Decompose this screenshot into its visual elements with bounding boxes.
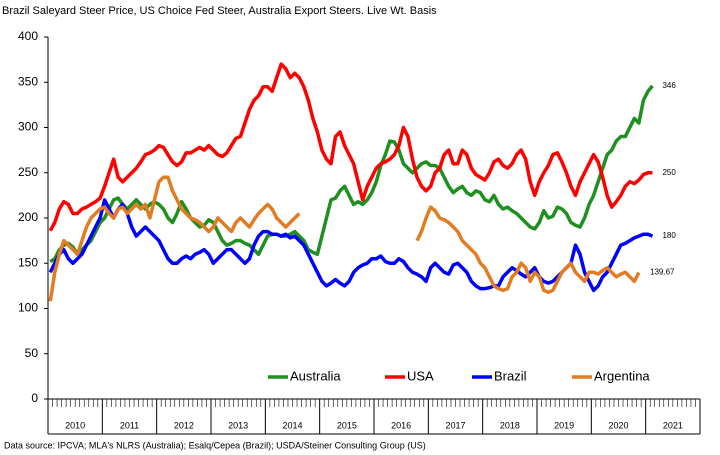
x-tick-label: 2021 — [663, 420, 683, 430]
x-tick-label: 2010 — [65, 420, 85, 430]
y-tick-label: 250 — [18, 165, 38, 179]
x-tick-label: 2020 — [608, 420, 628, 430]
series-line — [48, 198, 654, 293]
y-tick-label: 200 — [18, 210, 38, 224]
x-tick-label: 2011 — [120, 420, 139, 430]
x-tick-label: 2018 — [500, 420, 520, 430]
y-tick-label: 0 — [31, 391, 38, 405]
legend-label: Brazil — [494, 368, 527, 383]
y-tick-label: 300 — [18, 120, 38, 134]
legend-label: Argentina — [594, 368, 650, 383]
y-tick-label: 350 — [18, 74, 38, 88]
end-value-label: 250 — [662, 168, 676, 177]
x-tick-label: 2017 — [445, 420, 465, 430]
chart-title: Brazil Saleyard Steer Price, US Choice F… — [2, 5, 437, 17]
y-tick-label: 100 — [18, 301, 38, 315]
x-tick-label: 2019 — [554, 420, 574, 430]
y-tick-label: 400 — [18, 29, 38, 43]
x-tick-label: 2015 — [337, 420, 357, 430]
x-tick-label: 2013 — [228, 420, 248, 430]
series-line — [48, 175, 641, 302]
end-value-label: 346 — [662, 81, 676, 90]
end-value-label: 139.67 — [650, 268, 675, 277]
x-tick-label: 2016 — [391, 420, 411, 430]
end-value-label: 180 — [662, 231, 676, 240]
legend-label: USA — [407, 368, 434, 383]
y-tick-label: 50 — [25, 346, 39, 360]
series-line — [48, 62, 653, 232]
x-tick-label: 2014 — [282, 420, 302, 430]
source-note: Data source: IPCVA; MLA's NLRS (Australi… — [4, 440, 426, 450]
x-tick-label: 2012 — [174, 420, 194, 430]
series-line — [49, 84, 654, 263]
y-tick-label: 150 — [18, 255, 38, 269]
legend-label: Australia — [290, 368, 341, 383]
